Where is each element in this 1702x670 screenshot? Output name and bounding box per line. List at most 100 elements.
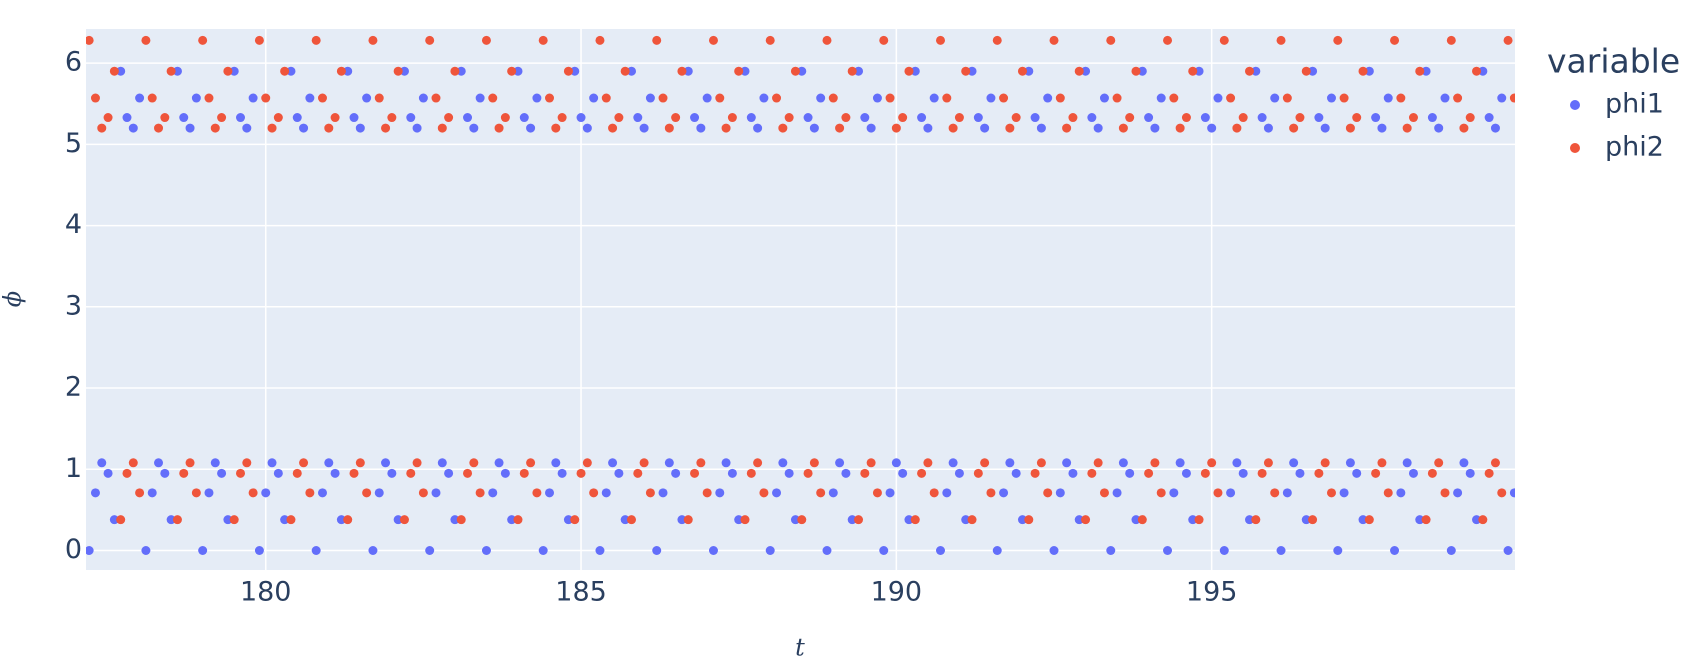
data-point (696, 458, 706, 468)
data-point (633, 113, 643, 123)
data-point (1358, 66, 1368, 76)
data-point (1245, 66, 1255, 76)
data-point (1144, 113, 1154, 123)
data-point (1402, 123, 1412, 133)
data-point (778, 458, 788, 468)
data-point (809, 458, 819, 468)
y-tick-label: 1 (65, 453, 82, 484)
data-point (1169, 93, 1179, 103)
data-point (1503, 546, 1513, 556)
data-point (1459, 123, 1469, 133)
x-axis-title: t (795, 634, 805, 662)
data-point (645, 93, 655, 103)
data-point (759, 93, 769, 103)
data-point (1497, 93, 1507, 103)
data-point (1194, 515, 1204, 525)
data-point (1402, 458, 1412, 468)
data-point (355, 458, 365, 468)
data-point (1276, 35, 1286, 45)
data-point (1257, 468, 1267, 478)
data-point (1213, 488, 1223, 498)
data-point (1377, 123, 1387, 133)
data-point (393, 66, 403, 76)
data-point (128, 458, 138, 468)
data-point (1024, 66, 1034, 76)
data-point (1219, 546, 1229, 556)
data-point (601, 93, 611, 103)
data-point (500, 113, 510, 123)
data-point (198, 546, 208, 556)
x-tick-label: 185 (555, 577, 607, 608)
data-point (1295, 468, 1305, 478)
data-point (1125, 468, 1135, 478)
data-point (292, 468, 302, 478)
data-point (784, 113, 794, 123)
data-point (1074, 66, 1084, 76)
data-point (494, 123, 504, 133)
data-point (1251, 515, 1261, 525)
data-point (1112, 93, 1122, 103)
data-point (172, 515, 182, 525)
data-point (948, 458, 958, 468)
data-point (652, 546, 662, 556)
data-point (86, 35, 94, 45)
data-point (1509, 93, 1515, 103)
data-point (620, 66, 630, 76)
data-point (551, 458, 561, 468)
data-point (1131, 66, 1141, 76)
data-point (1352, 468, 1362, 478)
data-point (223, 66, 233, 76)
data-point (671, 113, 681, 123)
data-point (481, 546, 491, 556)
data-point (765, 35, 775, 45)
data-point (1074, 515, 1084, 525)
data-point (708, 546, 718, 556)
data-point (645, 488, 655, 498)
data-point (1434, 123, 1444, 133)
data-point (280, 515, 290, 525)
data-point (147, 93, 157, 103)
data-point (475, 93, 485, 103)
data-point (563, 66, 573, 76)
data-point (1251, 66, 1261, 76)
data-point (1490, 458, 1500, 468)
data-point (727, 113, 737, 123)
data-point (545, 488, 555, 498)
data-point (734, 515, 744, 525)
data-point (721, 123, 731, 133)
data-point (236, 468, 246, 478)
data-point (664, 123, 674, 133)
data-point (507, 66, 517, 76)
data-point (563, 515, 573, 525)
data-point (103, 468, 113, 478)
data-point (488, 488, 498, 498)
data-point (135, 93, 145, 103)
data-point (702, 488, 712, 498)
data-point (961, 66, 971, 76)
data-point (324, 458, 334, 468)
data-point (387, 113, 397, 123)
data-point (1434, 458, 1444, 468)
data-point (803, 468, 813, 478)
data-point (1371, 113, 1381, 123)
data-point (513, 66, 523, 76)
data-point (570, 515, 580, 525)
data-point (494, 458, 504, 468)
data-point (1226, 93, 1236, 103)
data-point (116, 66, 126, 76)
data-point (299, 458, 309, 468)
data-point (816, 93, 826, 103)
data-point (891, 458, 901, 468)
data-point (229, 66, 239, 76)
data-point (980, 458, 990, 468)
data-point (1055, 93, 1065, 103)
data-point (954, 113, 964, 123)
data-point (1459, 458, 1469, 468)
data-point (841, 468, 851, 478)
data-point (1049, 546, 1059, 556)
data-point (671, 468, 681, 478)
data-point (860, 113, 870, 123)
data-point (381, 123, 391, 133)
data-point (210, 123, 220, 133)
